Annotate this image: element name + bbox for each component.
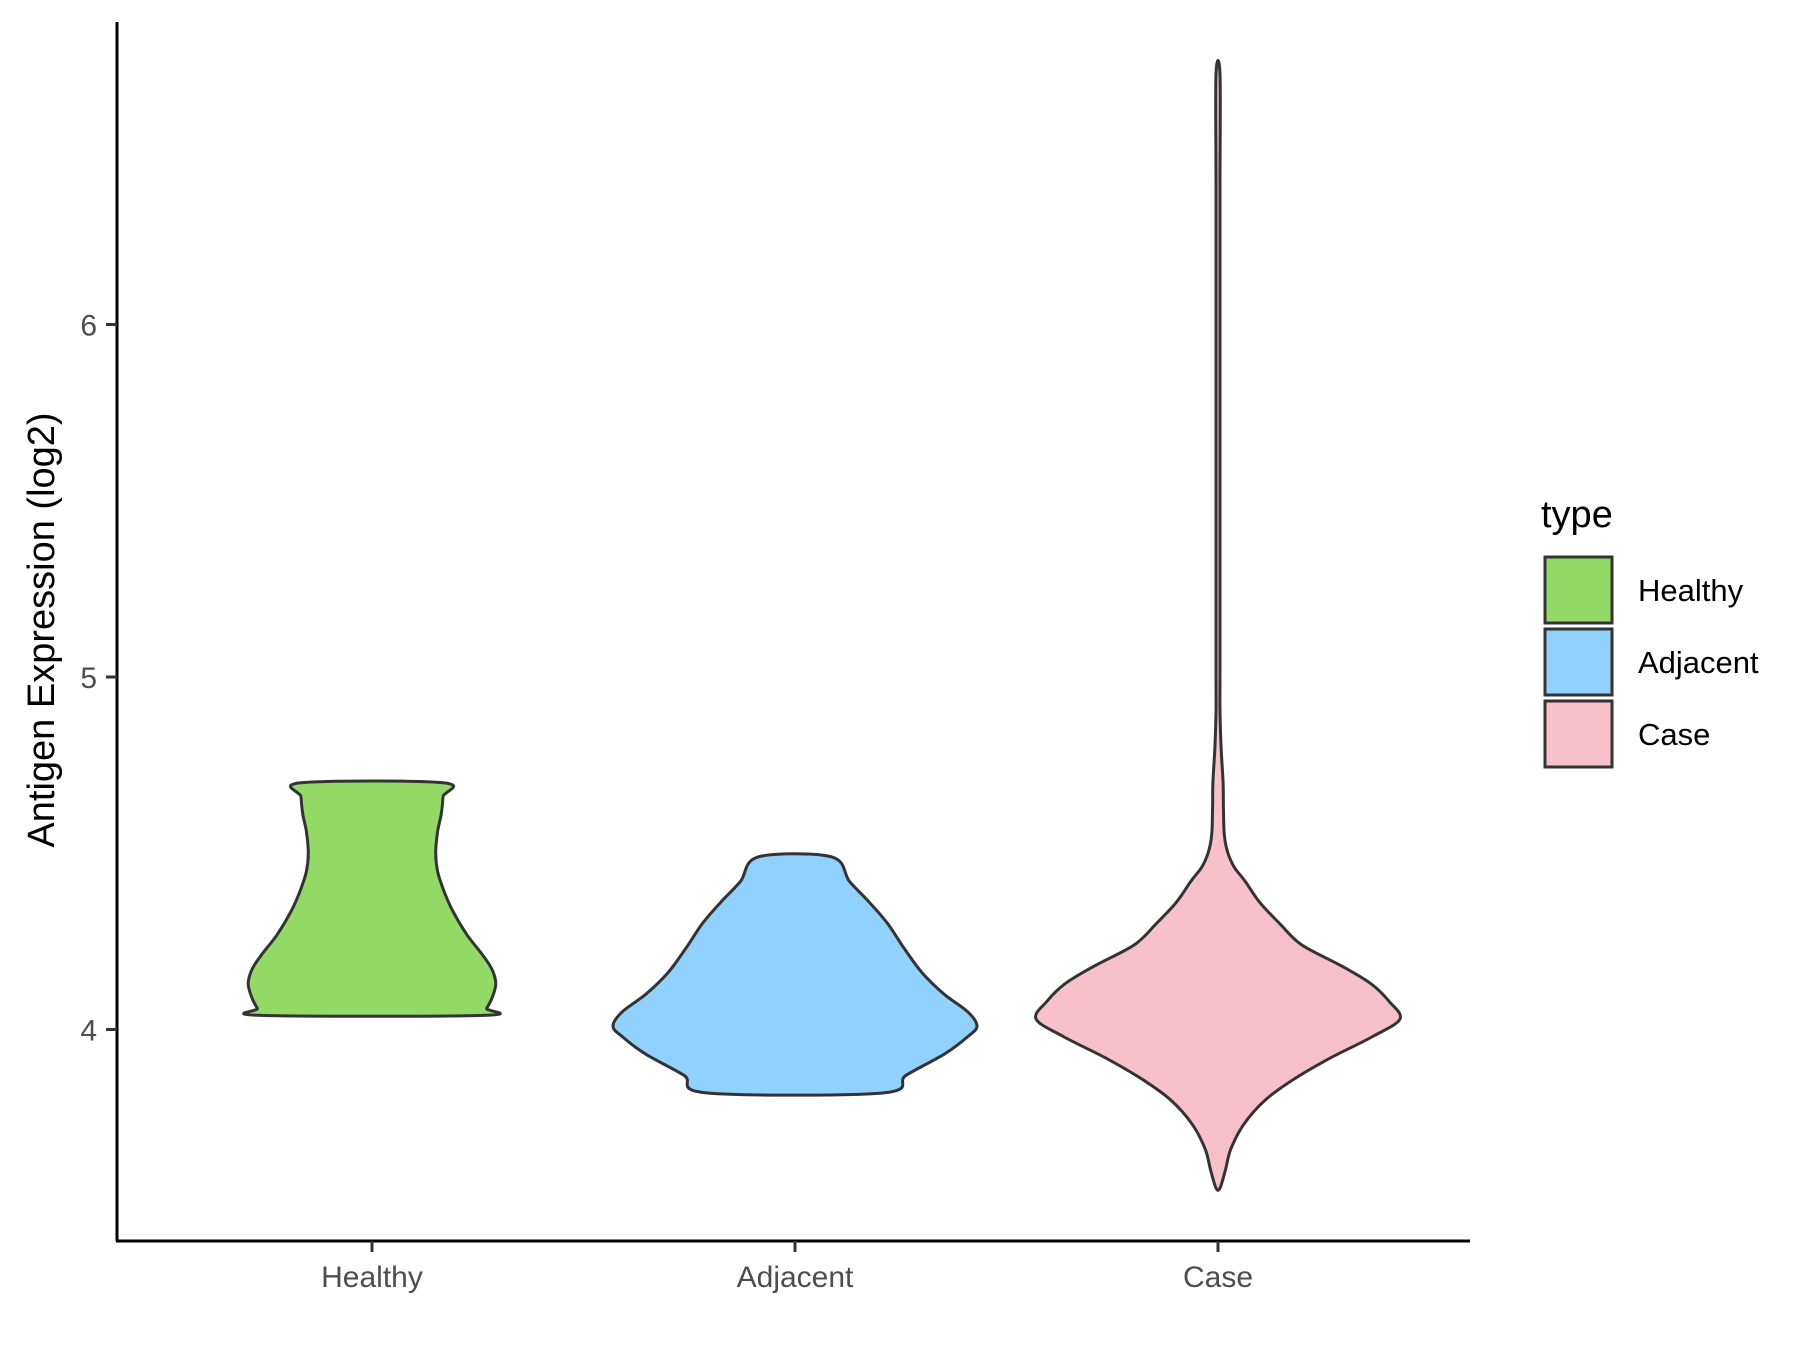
y-axis-title: Antigen Expression (log2) bbox=[21, 412, 63, 847]
legend: type Healthy Adjacent Case bbox=[1541, 494, 1759, 769]
x-tick-label: Case bbox=[1183, 1261, 1253, 1294]
violin-case bbox=[1034, 59, 1402, 1192]
violin-adjacent bbox=[611, 852, 979, 1097]
legend-swatch-adjacent bbox=[1543, 627, 1614, 697]
legend-swatch-healthy bbox=[1543, 555, 1614, 625]
y-axis-ticks: 4 5 6 bbox=[80, 310, 117, 1048]
y-tick-label: 4 bbox=[80, 1015, 97, 1048]
y-tick-label: 5 bbox=[80, 662, 97, 695]
x-tick-label: Adjacent bbox=[737, 1261, 854, 1294]
legend-label-case: Case bbox=[1638, 717, 1710, 752]
legend-label-adjacent: Adjacent bbox=[1638, 645, 1759, 680]
legend-entries: Healthy Adjacent Case bbox=[1543, 555, 1759, 769]
violins-layer bbox=[242, 59, 1402, 1192]
legend-title: type bbox=[1541, 494, 1613, 536]
legend-swatch-case bbox=[1543, 699, 1614, 769]
y-tick-label: 6 bbox=[80, 310, 97, 343]
legend-label-healthy: Healthy bbox=[1638, 573, 1744, 608]
violin-healthy bbox=[242, 779, 502, 1018]
x-axis-ticks: Healthy Adjacent Case bbox=[321, 1241, 1253, 1294]
x-tick-label: Healthy bbox=[321, 1261, 423, 1294]
